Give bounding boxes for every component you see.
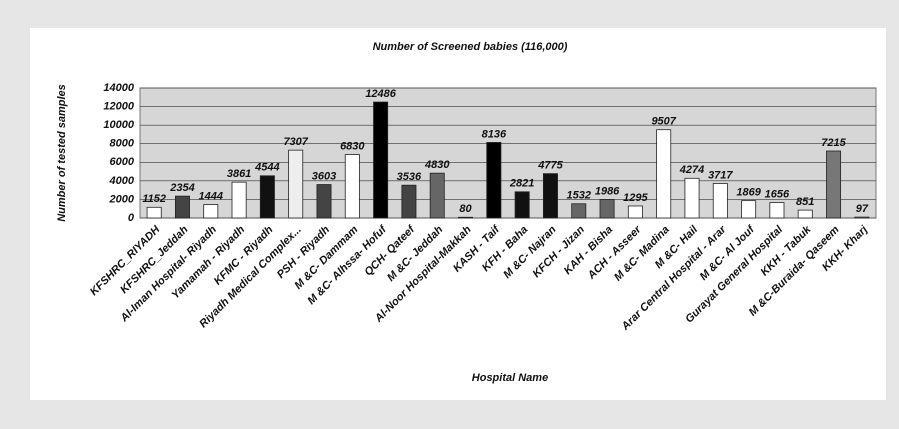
value-label: 2354: [169, 182, 194, 194]
y-tick-label: 0: [128, 212, 135, 224]
bar: [401, 184, 417, 219]
x-axis-title: Hospital Name: [472, 372, 548, 384]
value-label: 1869: [736, 187, 761, 199]
bar: [769, 202, 785, 219]
bar: [684, 177, 700, 219]
bar: [458, 216, 474, 219]
value-label: 3603: [312, 170, 336, 182]
value-label: 7215: [821, 137, 846, 149]
bar: [712, 183, 728, 219]
value-label: 1295: [623, 192, 648, 204]
bar: [571, 203, 587, 219]
value-label: 6830: [340, 140, 365, 152]
bar: [429, 172, 445, 219]
bar: [741, 200, 757, 219]
bar: [203, 204, 219, 219]
y-tick-label: 8000: [110, 138, 135, 150]
bar: [373, 101, 389, 219]
value-label: 80: [459, 203, 472, 215]
bar: [316, 184, 332, 219]
bar: [344, 154, 360, 219]
bar: [231, 181, 247, 219]
value-label: 3717: [708, 169, 733, 181]
value-label: 2821: [509, 178, 534, 190]
bar: [146, 206, 162, 219]
value-label: 8136: [482, 128, 507, 140]
y-tick-label: 12000: [103, 100, 134, 112]
bar: [542, 173, 558, 219]
bar: [486, 142, 502, 219]
bar: [627, 205, 643, 219]
y-tick-label: 14000: [103, 82, 134, 94]
y-tick-label: 10000: [103, 119, 134, 131]
value-label: 3536: [397, 171, 422, 183]
value-label: 12486: [365, 88, 396, 100]
chart-title: Number of Screened babies (116,000): [373, 41, 568, 53]
value-label: 9507: [651, 116, 676, 128]
value-label: 4274: [679, 164, 704, 176]
bar: [259, 175, 275, 219]
bar: [174, 195, 190, 219]
value-label: 1986: [595, 185, 620, 197]
y-tick-label: 2000: [109, 193, 135, 205]
bar: [656, 129, 672, 219]
bar: [854, 216, 870, 219]
value-label: 97: [856, 203, 869, 215]
bar: [797, 209, 813, 219]
bar: [288, 149, 304, 219]
bar: [599, 199, 615, 219]
value-label: 4544: [254, 162, 279, 174]
value-label: 4775: [537, 160, 563, 172]
value-label: 3861: [227, 168, 251, 180]
bar: [826, 150, 842, 219]
value-label: 1444: [199, 190, 223, 202]
y-tick-label: 4000: [109, 175, 135, 187]
y-tick-label: 6000: [110, 156, 135, 168]
value-label: 851: [796, 196, 814, 208]
y-axis-title: Number of tested samples: [56, 84, 68, 222]
value-label: 1152: [142, 193, 166, 205]
value-label: 1532: [567, 190, 591, 202]
value-label: 4830: [424, 159, 450, 171]
value-label: 1656: [765, 189, 790, 201]
bar: [514, 191, 530, 219]
value-label: 7307: [283, 136, 308, 148]
